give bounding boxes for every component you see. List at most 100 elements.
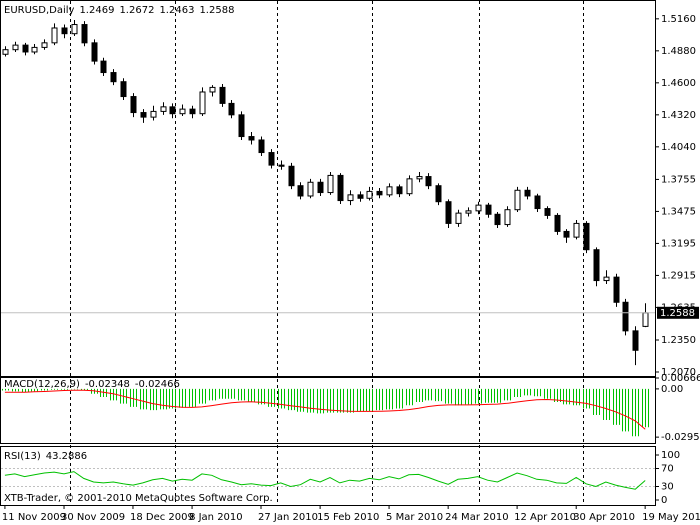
candle-body bbox=[219, 86, 226, 104]
candle-body bbox=[416, 176, 423, 180]
candle-body bbox=[524, 189, 531, 197]
candle-body bbox=[22, 44, 29, 53]
candle-body bbox=[110, 72, 117, 83]
candle-body bbox=[248, 136, 255, 141]
candle-body bbox=[228, 102, 235, 116]
candle-body bbox=[12, 44, 19, 51]
candle-body bbox=[120, 81, 127, 98]
y-tick-label: 70 bbox=[661, 464, 674, 475]
price-panel bbox=[0, 0, 656, 377]
candle-body bbox=[51, 27, 58, 44]
y-tick-label: 1.2070 bbox=[661, 367, 696, 378]
y-tick-label: 1.4600 bbox=[661, 78, 696, 89]
y-tick-label: -0.02951 bbox=[661, 432, 700, 443]
x-tick-label: 19 May 2010 bbox=[642, 512, 700, 523]
candle-body bbox=[494, 213, 501, 226]
candle-body bbox=[41, 42, 48, 48]
candle-body bbox=[150, 110, 157, 118]
candle-body bbox=[31, 46, 38, 53]
candle-body bbox=[61, 27, 68, 35]
y-tick-label: 1.3755 bbox=[661, 174, 696, 185]
candle-body bbox=[504, 209, 511, 226]
y-tick-label: 1.3195 bbox=[661, 238, 696, 249]
candle-body bbox=[307, 181, 314, 197]
candle-body bbox=[386, 186, 393, 196]
header-part: -0.02466 bbox=[135, 379, 180, 390]
candle-body bbox=[169, 106, 176, 115]
y-tick-label: 0.00 bbox=[661, 384, 683, 395]
x-tick-label: 18 Dec 2009 bbox=[130, 512, 194, 523]
candle-body bbox=[347, 194, 354, 202]
y-tick-label: 30 bbox=[661, 482, 674, 493]
candle-body bbox=[514, 189, 521, 211]
candle-body bbox=[475, 204, 482, 212]
candle-body bbox=[297, 185, 304, 197]
x-tick-label: 30 Apr 2010 bbox=[573, 512, 635, 523]
candle-body bbox=[91, 42, 98, 62]
header-part: 1.2469 bbox=[79, 5, 114, 16]
candle-body bbox=[189, 108, 196, 115]
y-tick-label: 0.00666 bbox=[661, 373, 700, 384]
candle-body bbox=[425, 176, 432, 187]
candle-body bbox=[130, 96, 137, 114]
candle-body bbox=[288, 165, 295, 187]
candle-body bbox=[465, 210, 472, 214]
candle-body bbox=[613, 276, 620, 303]
candle-body bbox=[100, 60, 107, 74]
y-tick-label: 1.4040 bbox=[661, 142, 696, 153]
candle-body bbox=[622, 301, 629, 332]
candle-body bbox=[485, 204, 492, 215]
candle-body bbox=[435, 185, 442, 203]
candle-body bbox=[179, 108, 186, 115]
y-tick-label: 1.2915 bbox=[661, 270, 696, 281]
candle-body bbox=[268, 152, 275, 166]
x-tick-label: 30 Nov 2009 bbox=[61, 512, 125, 523]
candle-body bbox=[406, 178, 413, 195]
candle-body bbox=[327, 174, 334, 194]
footer: XTB-Trader, © 2001-2010 MetaQuotes Softw… bbox=[4, 493, 273, 504]
y-tick-label: 100 bbox=[661, 450, 680, 461]
header-part: 1.2588 bbox=[199, 5, 234, 16]
header-part: 43.2886 bbox=[46, 451, 87, 462]
candle-body bbox=[71, 24, 78, 35]
candle-body bbox=[258, 139, 265, 154]
candle-body bbox=[366, 190, 373, 199]
header-part: -0.02348 bbox=[85, 379, 130, 390]
candle-body bbox=[583, 222, 590, 251]
header-part: RSI(13) bbox=[4, 451, 41, 462]
candle-body bbox=[376, 190, 383, 196]
candle-body bbox=[199, 91, 206, 115]
panel-header: RSI(13) 43.2886 bbox=[4, 451, 87, 462]
header-part: EURUSD,Daily bbox=[4, 5, 75, 16]
candle-body bbox=[357, 194, 364, 199]
x-tick-label: 8 Jan 2010 bbox=[189, 512, 243, 523]
y-tick-label: 1.4880 bbox=[661, 46, 696, 57]
x-tick-label: 15 Feb 2010 bbox=[317, 512, 379, 523]
x-tick-label: 12 Apr 2010 bbox=[514, 512, 576, 523]
y-tick-label: 1.5160 bbox=[661, 14, 696, 25]
rsi-panel bbox=[0, 446, 656, 506]
signal-line bbox=[4, 389, 646, 430]
candle-body bbox=[317, 181, 324, 194]
candle-body bbox=[396, 186, 403, 195]
candle-body bbox=[278, 164, 285, 167]
candle-body bbox=[593, 249, 600, 282]
candle-body bbox=[2, 49, 9, 55]
panel-header: EURUSD,Daily 1.2469 1.2672 1.2463 1.2588 bbox=[4, 5, 234, 16]
rsi-line bbox=[4, 471, 646, 490]
macd-panel bbox=[0, 377, 656, 444]
candle-body bbox=[209, 86, 216, 93]
candle-body bbox=[642, 312, 649, 327]
x-tick-label: 24 Mar 2010 bbox=[445, 512, 508, 523]
candle-body bbox=[534, 195, 541, 210]
y-tick-label: 1.4320 bbox=[661, 110, 696, 121]
y-tick-label: 0 bbox=[661, 495, 667, 506]
candle-body bbox=[455, 212, 462, 224]
candle-body bbox=[603, 276, 610, 282]
candle-body bbox=[445, 201, 452, 224]
candle-body bbox=[81, 24, 88, 44]
y-tick-label: 1.3475 bbox=[661, 206, 696, 217]
header-part: MACD(12,26,9) bbox=[4, 379, 80, 390]
candle-body bbox=[563, 230, 570, 238]
candle-body bbox=[140, 112, 147, 118]
